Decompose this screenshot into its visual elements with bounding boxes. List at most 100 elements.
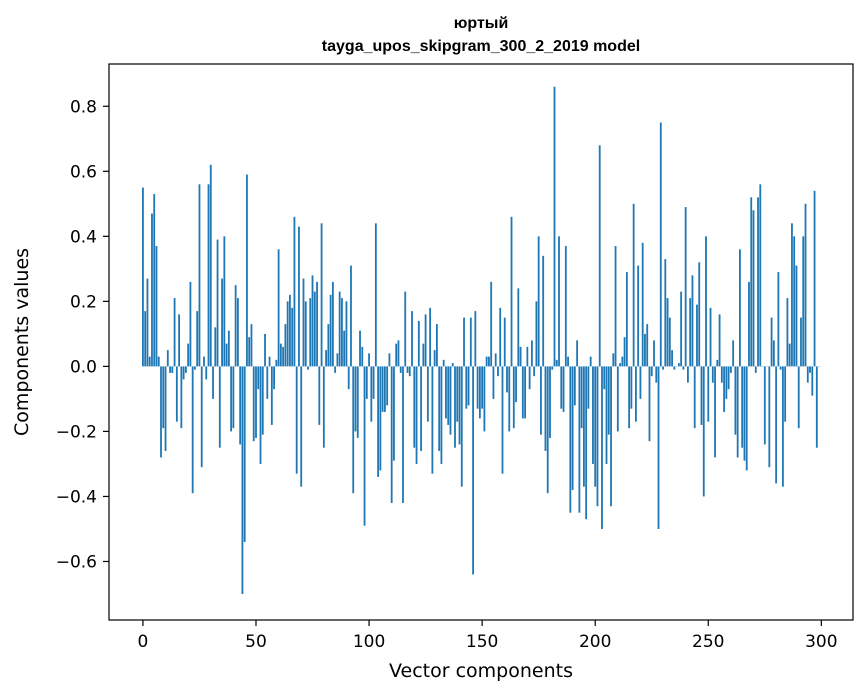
bar-60	[277, 249, 280, 367]
x-tick-label: 50	[245, 632, 267, 652]
bar-254	[716, 359, 719, 367]
bar-67	[293, 216, 296, 367]
bar-187	[564, 246, 567, 367]
bar-139	[456, 366, 459, 422]
bar-122	[417, 320, 420, 367]
x-tick-label: 150	[466, 632, 498, 652]
bar-200	[594, 366, 597, 487]
bar-211	[619, 363, 621, 367]
bar-53	[261, 366, 264, 435]
bars-group	[142, 86, 820, 594]
bar-209	[614, 246, 617, 367]
bar-193	[578, 366, 581, 513]
y-tick-label: −0.6	[56, 552, 97, 572]
bar-270	[752, 210, 755, 367]
bar-105	[379, 366, 382, 471]
bar-8	[160, 366, 162, 458]
bar-224	[648, 366, 651, 442]
bar-148	[476, 366, 479, 409]
bar-241	[687, 366, 689, 383]
bar-259	[727, 366, 730, 390]
bar-233	[668, 317, 671, 367]
bar-285	[786, 298, 789, 367]
bar-256	[720, 366, 723, 383]
bar-127	[429, 307, 432, 367]
bar-99	[365, 366, 368, 399]
bar-119	[411, 311, 413, 367]
bar-226	[653, 340, 655, 367]
bar-225	[650, 366, 653, 377]
bar-286	[788, 343, 791, 367]
bar-179	[546, 366, 549, 494]
bar-15	[175, 366, 178, 422]
bar-1	[144, 311, 147, 367]
bar-250	[707, 366, 710, 422]
bar-213	[623, 337, 626, 367]
bar-157	[497, 366, 499, 377]
bar-21	[189, 281, 192, 367]
bar-38	[227, 330, 230, 367]
bar-45	[243, 366, 246, 542]
bar-149	[478, 366, 481, 419]
bar-10	[164, 366, 167, 451]
bar-281	[777, 272, 780, 367]
bar-46	[246, 174, 248, 367]
bar-192	[576, 340, 579, 367]
bar-24	[196, 311, 199, 367]
bar-201	[596, 366, 599, 507]
bar-212	[621, 356, 624, 367]
bar-284	[784, 366, 787, 422]
bar-77	[316, 281, 318, 367]
bar-26	[200, 366, 203, 468]
bar-85	[334, 366, 337, 373]
bar-288	[793, 236, 796, 367]
bar-156	[494, 353, 497, 367]
bar-4	[151, 213, 153, 367]
bar-36	[223, 236, 226, 367]
bar-206	[607, 366, 610, 435]
bar-86	[336, 353, 339, 367]
bar-237	[677, 363, 680, 367]
bar-106	[381, 366, 384, 412]
bar-202	[598, 145, 601, 367]
bar-268	[748, 281, 750, 367]
bar-252	[711, 366, 714, 383]
bar-247	[700, 366, 703, 425]
bar-100	[368, 353, 370, 367]
bar-81	[325, 350, 327, 367]
bar-203	[601, 366, 603, 529]
bar-34	[218, 366, 221, 448]
bar-208	[612, 353, 615, 367]
bar-159	[501, 366, 504, 474]
bar-178	[544, 366, 547, 451]
bar-33	[216, 239, 219, 367]
bar-88	[341, 298, 343, 367]
bar-16	[178, 314, 181, 367]
bar-144	[467, 366, 470, 406]
bar-291	[800, 317, 802, 367]
bar-195	[582, 366, 585, 487]
bar-297	[813, 190, 816, 367]
bar-83	[329, 294, 332, 367]
bar-222	[644, 333, 646, 367]
bar-57	[270, 366, 273, 425]
bar-129	[433, 350, 436, 367]
bar-230	[662, 366, 664, 370]
bar-180	[549, 366, 551, 438]
bar-172	[530, 340, 533, 367]
bar-169	[524, 366, 526, 419]
bar-124	[422, 343, 425, 367]
bar-49	[252, 366, 255, 442]
bar-52	[259, 366, 262, 464]
bar-69	[298, 226, 300, 367]
bar-271	[754, 366, 757, 373]
y-tick-label: 0.4	[70, 227, 97, 247]
bar-47	[248, 337, 251, 367]
bar-146	[472, 366, 474, 575]
bar-75	[311, 275, 314, 367]
bar-59	[275, 359, 278, 367]
bar-96	[359, 330, 361, 367]
bar-133	[442, 359, 445, 367]
bar-170	[526, 346, 529, 367]
